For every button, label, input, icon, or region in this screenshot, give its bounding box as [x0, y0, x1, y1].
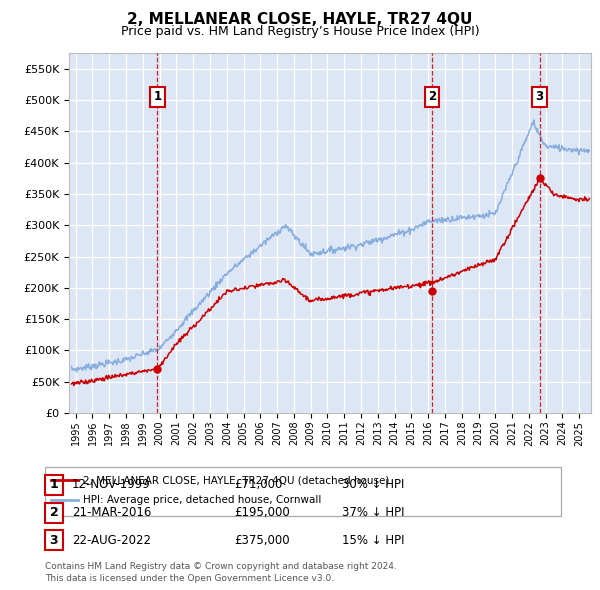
- Text: £375,000: £375,000: [234, 534, 290, 547]
- Text: 3: 3: [50, 534, 58, 547]
- Text: Price paid vs. HM Land Registry’s House Price Index (HPI): Price paid vs. HM Land Registry’s House …: [121, 25, 479, 38]
- Text: 2: 2: [50, 506, 58, 519]
- Text: 2, MELLANEAR CLOSE, HAYLE, TR27 4QU: 2, MELLANEAR CLOSE, HAYLE, TR27 4QU: [127, 12, 473, 27]
- Text: 37% ↓ HPI: 37% ↓ HPI: [342, 506, 404, 519]
- Text: Contains HM Land Registry data © Crown copyright and database right 2024.: Contains HM Land Registry data © Crown c…: [45, 562, 397, 571]
- Text: 22-AUG-2022: 22-AUG-2022: [72, 534, 151, 547]
- Text: 3: 3: [536, 90, 544, 103]
- Text: 12-NOV-1999: 12-NOV-1999: [72, 478, 151, 491]
- Text: HPI: Average price, detached house, Cornwall: HPI: Average price, detached house, Corn…: [83, 495, 321, 504]
- Text: 1: 1: [154, 90, 161, 103]
- Text: This data is licensed under the Open Government Licence v3.0.: This data is licensed under the Open Gov…: [45, 573, 334, 583]
- Text: 15% ↓ HPI: 15% ↓ HPI: [342, 534, 404, 547]
- Text: 21-MAR-2016: 21-MAR-2016: [72, 506, 151, 519]
- Text: 1: 1: [50, 478, 58, 491]
- Text: £71,000: £71,000: [234, 478, 283, 491]
- Text: 2, MELLANEAR CLOSE, HAYLE, TR27 4QU (detached house): 2, MELLANEAR CLOSE, HAYLE, TR27 4QU (det…: [83, 476, 389, 485]
- Text: £195,000: £195,000: [234, 506, 290, 519]
- Text: 2: 2: [428, 90, 436, 103]
- Text: 30% ↓ HPI: 30% ↓ HPI: [342, 478, 404, 491]
